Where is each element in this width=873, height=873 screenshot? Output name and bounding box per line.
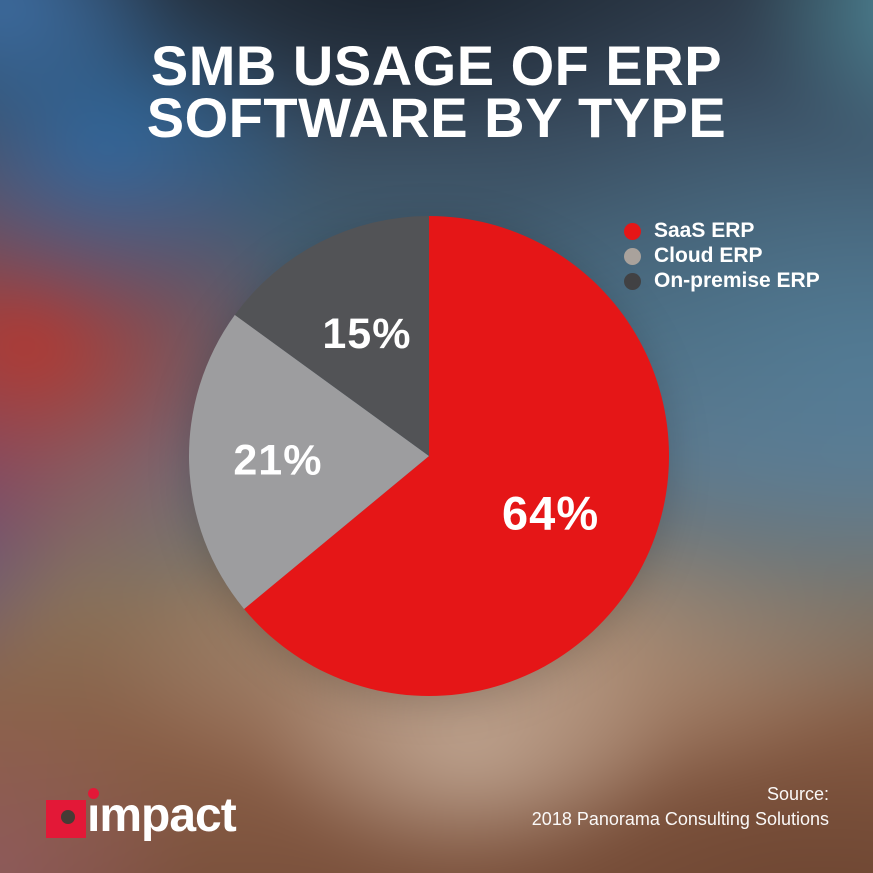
impact-logo-hole-icon [61,810,75,824]
impact-logo-text: ımpact [87,789,237,842]
impact-logo: ımpact [46,786,286,844]
pie-label-cloud-erp: 21% [233,437,322,485]
source-attribution: Source: 2018 Panorama Consulting Solutio… [532,782,829,832]
pie-slice-on-premise-erp [234,216,429,456]
pie-label-saas-erp: 64% [502,487,599,540]
legend-item-on-premise-erp: On-premise ERP [624,269,820,292]
legend-item-saas-erp: SaaS ERP [624,219,820,242]
pie-slice-cloud-erp [189,314,429,609]
pie-label-on-premise-erp: 15% [322,310,411,358]
source-label: Source: [766,784,829,804]
title-line-1: SMB USAGE OF ERP [150,34,723,97]
legend-swatch-icon [624,222,641,240]
title-line-2: SOFTWARE BY TYPE [146,86,727,149]
legend-swatch-icon [624,272,641,290]
pie-chart: 64% 21% 15% [189,216,669,696]
legend-item-cloud-erp: Cloud ERP [624,244,820,267]
impact-logo-dot-icon [88,788,99,799]
legend-swatch-icon [624,247,641,265]
source-text: 2018 Panorama Consulting Solutions [531,809,829,829]
chart-legend: SaaS ERP Cloud ERP On-premise ERP [624,219,820,297]
legend-label: On-premise ERP [654,269,820,292]
pie-slice-saas-erp [244,216,669,696]
legend-label: Cloud ERP [654,244,763,267]
page-title: SMB USAGE OF ERP SOFTWARE BY TYPE [0,34,873,149]
legend-label: SaaS ERP [654,219,755,242]
impact-logo-square-icon [46,800,86,838]
